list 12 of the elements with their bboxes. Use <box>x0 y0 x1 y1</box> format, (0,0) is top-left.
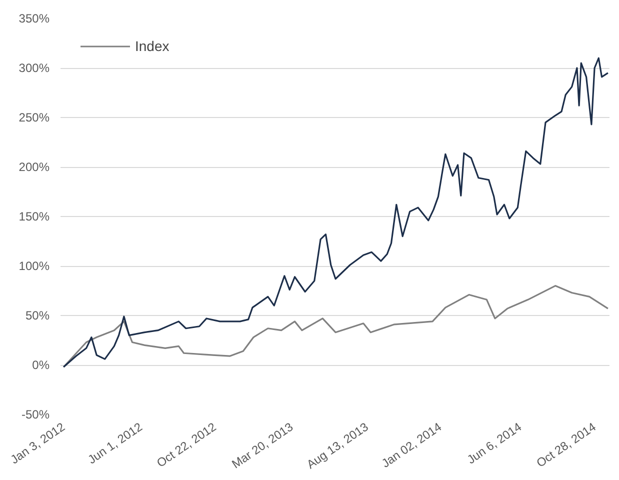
y-tick-label: 50% <box>25 308 50 322</box>
line-series <box>62 285 609 368</box>
line-series <box>62 57 609 368</box>
y-tick-label: 0% <box>32 358 50 372</box>
y-tick-label: 200% <box>18 160 50 174</box>
y-tick-label: 100% <box>18 259 50 273</box>
y-tick-label: 300% <box>18 61 50 75</box>
y-tick-label: 250% <box>18 110 50 124</box>
y-tick-label: 350% <box>18 12 50 26</box>
y-tick-label: 150% <box>18 210 50 224</box>
legend-label: Index <box>135 38 170 54</box>
y-tick-label: -50% <box>21 408 50 422</box>
